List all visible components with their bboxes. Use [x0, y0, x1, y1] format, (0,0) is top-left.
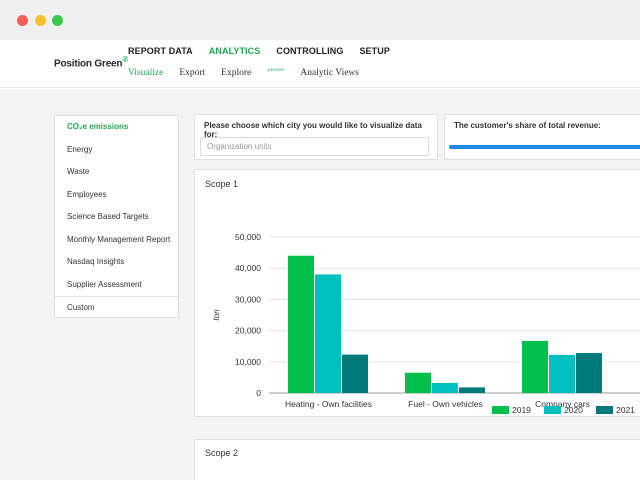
- nav-setup[interactable]: SETUP: [359, 46, 390, 56]
- legend-swatch: [492, 406, 509, 414]
- menu-item-science-based-targets[interactable]: Science Based Targets: [67, 212, 149, 221]
- y-tick-label: 40,000: [235, 263, 261, 273]
- x-category-label: Company cars: [535, 399, 590, 409]
- city-selector-card: Please choose which city you would like …: [194, 114, 438, 160]
- revenue-share-title: The customer's share of total revenue:: [454, 121, 601, 130]
- bar: [288, 255, 314, 393]
- legend-label: 2020: [564, 405, 583, 415]
- subnav-explore[interactable]: Explore preview: [221, 68, 284, 78]
- sub-navigation: Visualize Export Explore preview Analytic…: [128, 68, 375, 78]
- menu-item-nasdaq-insights[interactable]: Nasdaq Insights: [67, 257, 125, 266]
- revenue-share-progress-fill: [449, 145, 640, 149]
- bar: [522, 340, 548, 393]
- scope1-card: Scope 1 0 10,000 20,000 30,000 40,000 50,000 t…: [194, 169, 640, 417]
- nav-report-data[interactable]: REPORT DATA: [128, 46, 193, 56]
- organization-units-input[interactable]: Organization units: [200, 137, 429, 156]
- bar: [432, 383, 458, 393]
- y-tick-label: 0: [256, 388, 261, 398]
- y-tick-label: 20,000: [235, 326, 261, 336]
- menu-item-monthly-management-report[interactable]: Monthly Management Report: [67, 234, 171, 244]
- logo-mark-icon: ®: [122, 55, 129, 64]
- main-content: CO₂e emissions Energy Waste Employees Sc…: [0, 89, 640, 480]
- x-category-label: Heating - Own facilities: [285, 399, 372, 409]
- nav-controlling[interactable]: CONTROLLING: [276, 46, 344, 56]
- window-titlebar: [0, 0, 640, 40]
- legend-label: 2021: [616, 405, 635, 415]
- maximize-window-button[interactable]: [52, 15, 63, 26]
- menu-item-energy[interactable]: Energy: [67, 144, 93, 154]
- x-category-label: Fuel - Own vehicles: [408, 399, 483, 409]
- y-tick-label: 30,000: [235, 294, 261, 304]
- bar: [405, 372, 431, 393]
- bar: [459, 387, 485, 393]
- category-menu: CO₂e emissions Energy Waste Employees Sc…: [54, 115, 179, 318]
- scope2-card: Scope 2: [194, 439, 640, 480]
- logo[interactable]: Position Green®: [54, 55, 128, 69]
- subnav-analytic-views[interactable]: Analytic Views: [300, 68, 359, 78]
- nav-analytics[interactable]: ANALYTICS: [208, 46, 261, 56]
- y-tick-label: 50,000: [235, 232, 261, 242]
- city-selector-title: Please choose which city you would like …: [204, 121, 422, 139]
- close-window-button[interactable]: [17, 15, 28, 26]
- bar: [315, 274, 341, 393]
- bar: [342, 354, 368, 393]
- y-axis-label: ton: [212, 309, 221, 321]
- menu-item-supplier-assessment[interactable]: Supplier Assessment: [67, 279, 142, 289]
- bar: [549, 354, 575, 393]
- top-navigation: REPORT DATA ANALYTICS CONTROLLING SETUP: [128, 46, 406, 56]
- legend-swatch: [596, 406, 613, 414]
- revenue-share-progress-bar: [449, 145, 640, 149]
- menu-item-custom[interactable]: Custom: [55, 296, 178, 319]
- logo-text: Position Green: [54, 58, 123, 70]
- y-tick-label: 10,000: [235, 357, 261, 367]
- subnav-export[interactable]: Export: [179, 68, 206, 78]
- scope2-title: Scope 2: [205, 448, 239, 458]
- scope1-title: Scope 1: [205, 179, 239, 189]
- menu-item-co2e-emissions[interactable]: CO₂e emissions: [67, 122, 129, 131]
- menu-item-waste[interactable]: Waste: [67, 167, 90, 176]
- preview-badge: preview: [268, 68, 285, 73]
- header: Position Green® REPORT DATA ANALYTICS CO…: [0, 40, 640, 88]
- subnav-explore-label: Explore: [221, 68, 252, 79]
- revenue-share-card: The customer's share of total revenue:: [444, 114, 640, 160]
- scope1-bar-chart: 0 10,000 20,000 30,000 40,000 50,000 ton Heatin…: [212, 232, 640, 415]
- app: Position Green® REPORT DATA ANALYTICS CO…: [0, 40, 640, 480]
- subnav-visualize[interactable]: Visualize: [128, 68, 164, 78]
- minimize-window-button[interactable]: [35, 15, 46, 26]
- legend-label: 2019: [512, 405, 531, 415]
- bar: [576, 353, 602, 393]
- legend-swatch: [544, 406, 561, 414]
- menu-item-employees[interactable]: Employees: [67, 189, 107, 199]
